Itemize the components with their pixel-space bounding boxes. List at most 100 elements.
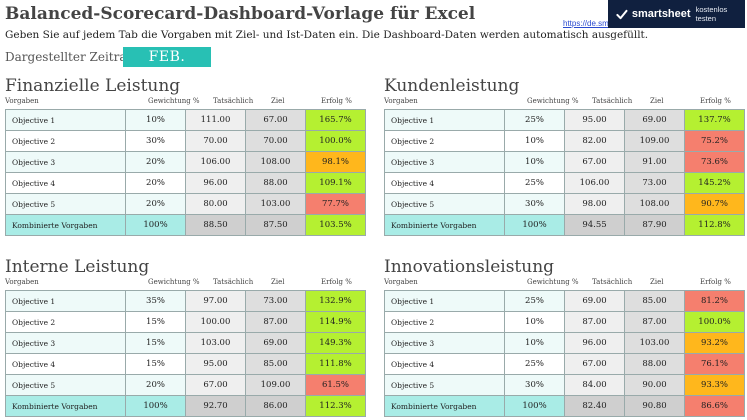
actual-cell[interactable]: 103.00 [186, 333, 246, 354]
objective-cell[interactable]: Kombinierte Vorgaben [6, 396, 126, 417]
objective-cell[interactable]: Objective 5 [6, 194, 126, 215]
target-cell[interactable]: 87.90 [625, 215, 685, 236]
target-cell[interactable]: 87.50 [246, 215, 306, 236]
actual-cell[interactable]: 96.00 [186, 173, 246, 194]
objective-cell[interactable]: Objective 2 [6, 312, 126, 333]
success-cell[interactable]: 112.3% [306, 396, 366, 417]
success-cell[interactable]: 61.5% [306, 375, 366, 396]
objective-cell[interactable]: Objective 4 [6, 173, 126, 194]
target-cell[interactable]: 90.00 [625, 375, 685, 396]
weight-cell[interactable]: 20% [126, 173, 186, 194]
objective-cell[interactable]: Kombinierte Vorgaben [385, 396, 505, 417]
objective-cell[interactable]: Objective 4 [385, 354, 505, 375]
period-value-cell[interactable]: FEB. [123, 47, 211, 67]
actual-cell[interactable]: 92.70 [186, 396, 246, 417]
success-cell[interactable]: 73.6% [685, 152, 745, 173]
success-cell[interactable]: 76.1% [685, 354, 745, 375]
success-cell[interactable]: 100.0% [685, 312, 745, 333]
actual-cell[interactable]: 97.00 [186, 291, 246, 312]
target-cell[interactable]: 88.00 [625, 354, 685, 375]
target-cell[interactable]: 87.00 [625, 312, 685, 333]
success-cell[interactable]: 93.2% [685, 333, 745, 354]
objective-cell[interactable]: Objective 4 [6, 354, 126, 375]
success-cell[interactable]: 93.3% [685, 375, 745, 396]
target-cell[interactable]: 109.00 [625, 131, 685, 152]
weight-cell[interactable]: 10% [505, 131, 565, 152]
objective-cell[interactable]: Objective 5 [6, 375, 126, 396]
success-cell[interactable]: 137.7% [685, 110, 745, 131]
weight-cell[interactable]: 30% [126, 131, 186, 152]
objective-cell[interactable]: Objective 4 [385, 173, 505, 194]
objective-cell[interactable]: Objective 1 [6, 110, 126, 131]
objective-cell[interactable]: Objective 1 [385, 291, 505, 312]
weight-cell[interactable]: 10% [505, 333, 565, 354]
objective-cell[interactable]: Objective 5 [385, 375, 505, 396]
success-cell[interactable]: 109.1% [306, 173, 366, 194]
target-cell[interactable]: 85.00 [625, 291, 685, 312]
weight-cell[interactable]: 35% [126, 291, 186, 312]
success-cell[interactable]: 111.8% [306, 354, 366, 375]
target-cell[interactable]: 90.80 [625, 396, 685, 417]
target-cell[interactable]: 88.00 [246, 173, 306, 194]
weight-cell[interactable]: 15% [126, 354, 186, 375]
objective-cell[interactable]: Objective 5 [385, 194, 505, 215]
weight-cell[interactable]: 25% [505, 110, 565, 131]
weight-cell[interactable]: 25% [505, 354, 565, 375]
objective-cell[interactable]: Objective 1 [385, 110, 505, 131]
objective-cell[interactable]: Kombinierte Vorgaben [6, 215, 126, 236]
success-cell[interactable]: 86.6% [685, 396, 745, 417]
actual-cell[interactable]: 82.00 [565, 131, 625, 152]
weight-cell[interactable]: 100% [505, 215, 565, 236]
success-cell[interactable]: 149.3% [306, 333, 366, 354]
objective-cell[interactable]: Kombinierte Vorgaben [385, 215, 505, 236]
success-cell[interactable]: 112.8% [685, 215, 745, 236]
weight-cell[interactable]: 20% [126, 375, 186, 396]
weight-cell[interactable]: 30% [505, 194, 565, 215]
objective-cell[interactable]: Objective 2 [6, 131, 126, 152]
target-cell[interactable]: 69.00 [625, 110, 685, 131]
success-cell[interactable]: 103.5% [306, 215, 366, 236]
actual-cell[interactable]: 111.00 [186, 110, 246, 131]
actual-cell[interactable]: 67.00 [565, 354, 625, 375]
actual-cell[interactable]: 69.00 [565, 291, 625, 312]
actual-cell[interactable]: 82.40 [565, 396, 625, 417]
smartsheet-banner[interactable]: smartsheet kostenlos testen [608, 0, 745, 28]
target-cell[interactable]: 103.00 [246, 194, 306, 215]
weight-cell[interactable]: 10% [505, 312, 565, 333]
weight-cell[interactable]: 30% [505, 375, 565, 396]
weight-cell[interactable]: 15% [126, 312, 186, 333]
success-cell[interactable]: 100.0% [306, 131, 366, 152]
target-cell[interactable]: 70.00 [246, 131, 306, 152]
weight-cell[interactable]: 20% [126, 152, 186, 173]
target-cell[interactable]: 87.00 [246, 312, 306, 333]
weight-cell[interactable]: 10% [505, 152, 565, 173]
objective-cell[interactable]: Objective 3 [385, 333, 505, 354]
actual-cell[interactable]: 70.00 [186, 131, 246, 152]
weight-cell[interactable]: 100% [126, 396, 186, 417]
objective-cell[interactable]: Objective 3 [6, 152, 126, 173]
weight-cell[interactable]: 100% [126, 215, 186, 236]
success-cell[interactable]: 145.2% [685, 173, 745, 194]
actual-cell[interactable]: 95.00 [565, 110, 625, 131]
actual-cell[interactable]: 100.00 [186, 312, 246, 333]
objective-cell[interactable]: Objective 3 [6, 333, 126, 354]
target-cell[interactable]: 73.00 [625, 173, 685, 194]
objective-cell[interactable]: Objective 3 [385, 152, 505, 173]
success-cell[interactable]: 77.7% [306, 194, 366, 215]
actual-cell[interactable]: 95.00 [186, 354, 246, 375]
actual-cell[interactable]: 87.00 [565, 312, 625, 333]
target-cell[interactable]: 91.00 [625, 152, 685, 173]
success-cell[interactable]: 98.1% [306, 152, 366, 173]
target-cell[interactable]: 108.00 [246, 152, 306, 173]
actual-cell[interactable]: 67.00 [186, 375, 246, 396]
target-cell[interactable]: 85.00 [246, 354, 306, 375]
target-cell[interactable]: 69.00 [246, 333, 306, 354]
success-cell[interactable]: 81.2% [685, 291, 745, 312]
weight-cell[interactable]: 100% [505, 396, 565, 417]
smartsheet-link[interactable]: https://de.smartsheet.com [563, 19, 611, 28]
actual-cell[interactable]: 106.00 [186, 152, 246, 173]
actual-cell[interactable]: 80.00 [186, 194, 246, 215]
actual-cell[interactable]: 98.00 [565, 194, 625, 215]
target-cell[interactable]: 67.00 [246, 110, 306, 131]
target-cell[interactable]: 108.00 [625, 194, 685, 215]
